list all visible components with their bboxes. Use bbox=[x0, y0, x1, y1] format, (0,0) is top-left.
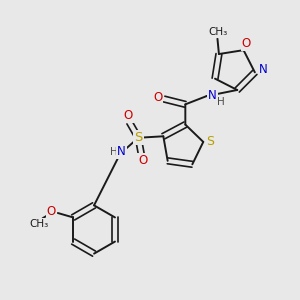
Text: O: O bbox=[138, 154, 147, 167]
Text: O: O bbox=[123, 110, 133, 122]
Text: N: N bbox=[259, 64, 268, 76]
Text: H: H bbox=[110, 148, 117, 158]
Text: CH₃: CH₃ bbox=[29, 219, 49, 229]
Text: S: S bbox=[134, 131, 142, 144]
Text: O: O bbox=[242, 37, 251, 50]
Text: S: S bbox=[206, 135, 214, 148]
Text: N: N bbox=[117, 145, 126, 158]
Text: CH₃: CH₃ bbox=[208, 27, 228, 37]
Text: O: O bbox=[47, 205, 56, 218]
Text: O: O bbox=[153, 91, 162, 104]
Text: H: H bbox=[217, 97, 224, 107]
Text: N: N bbox=[208, 89, 217, 102]
